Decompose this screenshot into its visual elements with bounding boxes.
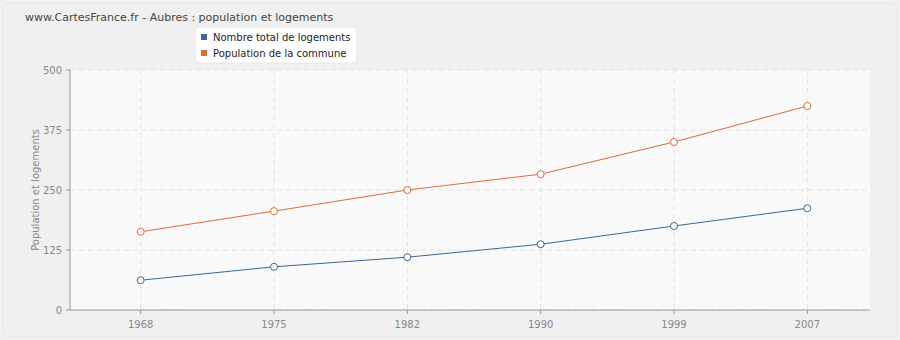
point xyxy=(537,171,544,178)
chart: 0 125 250 375 500 1968 1975 1982 1990 1999 2007 Pop… xyxy=(0,0,900,340)
tick-label: 1999 xyxy=(661,319,686,330)
point xyxy=(537,241,544,248)
background xyxy=(3,3,897,337)
series-line xyxy=(141,106,808,232)
axis-title: Population et logements xyxy=(30,129,41,251)
point xyxy=(271,208,278,215)
tick xyxy=(66,250,70,251)
legend-label: Population de la commune xyxy=(213,48,346,59)
legend: Nombre total de logements Population de l… xyxy=(195,27,357,63)
x-axis xyxy=(70,310,870,311)
point xyxy=(137,228,144,235)
grid-line xyxy=(274,70,275,310)
point xyxy=(804,103,811,110)
tick-label: 1975 xyxy=(261,319,286,330)
tick-label: 250 xyxy=(43,185,62,196)
grid-line xyxy=(70,250,870,251)
grid-line xyxy=(70,310,870,311)
tick-label: 1968 xyxy=(128,319,153,330)
tick xyxy=(66,310,70,311)
point xyxy=(671,223,678,230)
plot-area xyxy=(70,70,870,310)
grid-line xyxy=(540,70,541,310)
grid-line xyxy=(674,70,675,310)
grid-line xyxy=(70,70,870,71)
tick-label: 1990 xyxy=(528,319,553,330)
series-line xyxy=(141,208,808,280)
tick-label: 0 xyxy=(56,305,62,316)
tick xyxy=(407,310,408,314)
grid-line xyxy=(70,190,870,191)
tick xyxy=(66,130,70,131)
point xyxy=(671,139,678,146)
grid-line xyxy=(70,130,870,131)
tick xyxy=(274,310,275,314)
tick xyxy=(674,310,675,314)
tick-label: 1982 xyxy=(395,319,420,330)
grid-line xyxy=(140,70,141,310)
title: www.CartesFrance.fr - Aubres : populatio… xyxy=(25,11,334,24)
tick-label: 2007 xyxy=(795,319,820,330)
point xyxy=(137,277,144,284)
tick xyxy=(807,310,808,314)
point xyxy=(404,254,411,261)
legend-swatch xyxy=(201,50,207,56)
series-group xyxy=(137,103,811,284)
tick-label: 125 xyxy=(43,245,62,256)
tick-label: 375 xyxy=(43,125,62,136)
point xyxy=(404,187,411,194)
tick xyxy=(140,310,141,314)
tick xyxy=(540,310,541,314)
y-axis xyxy=(70,70,71,310)
legend-box xyxy=(195,27,357,63)
tick-label: 500 xyxy=(43,65,62,76)
point xyxy=(804,205,811,212)
legend-swatch xyxy=(201,34,207,40)
tick xyxy=(66,190,70,191)
legend-label: Nombre total de logements xyxy=(213,32,350,43)
point xyxy=(271,263,278,270)
tick xyxy=(66,70,70,71)
